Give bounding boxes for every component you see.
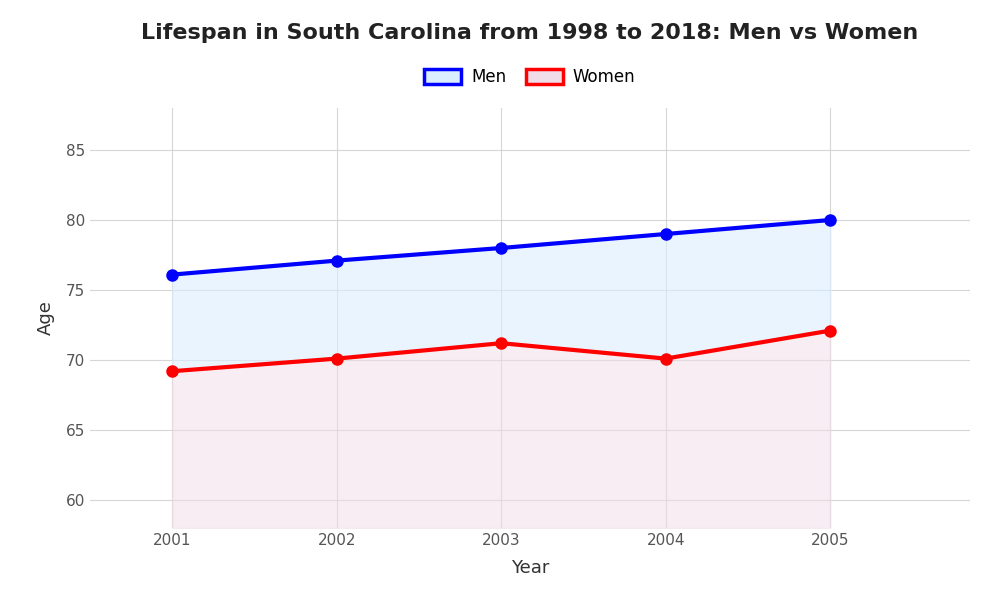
Legend: Men, Women: Men, Women: [418, 62, 642, 93]
Y-axis label: Age: Age: [37, 301, 55, 335]
Title: Lifespan in South Carolina from 1998 to 2018: Men vs Women: Lifespan in South Carolina from 1998 to …: [141, 23, 919, 43]
X-axis label: Year: Year: [511, 559, 549, 577]
